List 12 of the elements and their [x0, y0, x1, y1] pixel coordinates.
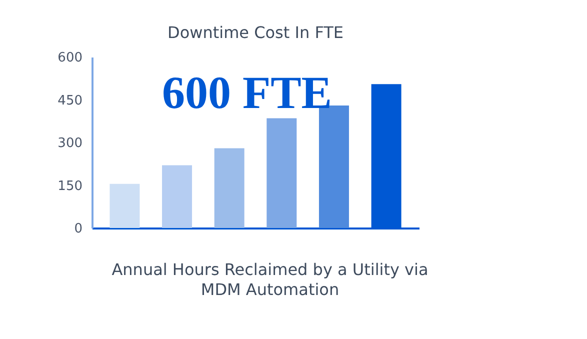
- bar: [162, 165, 192, 228]
- bar: [110, 184, 140, 228]
- bar: [214, 148, 244, 228]
- text: Annual Hours Reclaimed by a Utility via MDM Automation: [110, 260, 430, 300]
- y-tick-label: 0: [74, 222, 82, 236]
- y-tick-label: 600: [58, 50, 82, 66]
- bar: [266, 118, 297, 228]
- chart-title: Downtime Cost In FTE: [168, 23, 344, 42]
- y-tick-label: 450: [58, 93, 82, 108]
- y-tick-label: 150: [58, 178, 82, 194]
- y-tick-label: 300: [58, 136, 82, 151]
- annotation: 600 FTE: [162, 67, 332, 118]
